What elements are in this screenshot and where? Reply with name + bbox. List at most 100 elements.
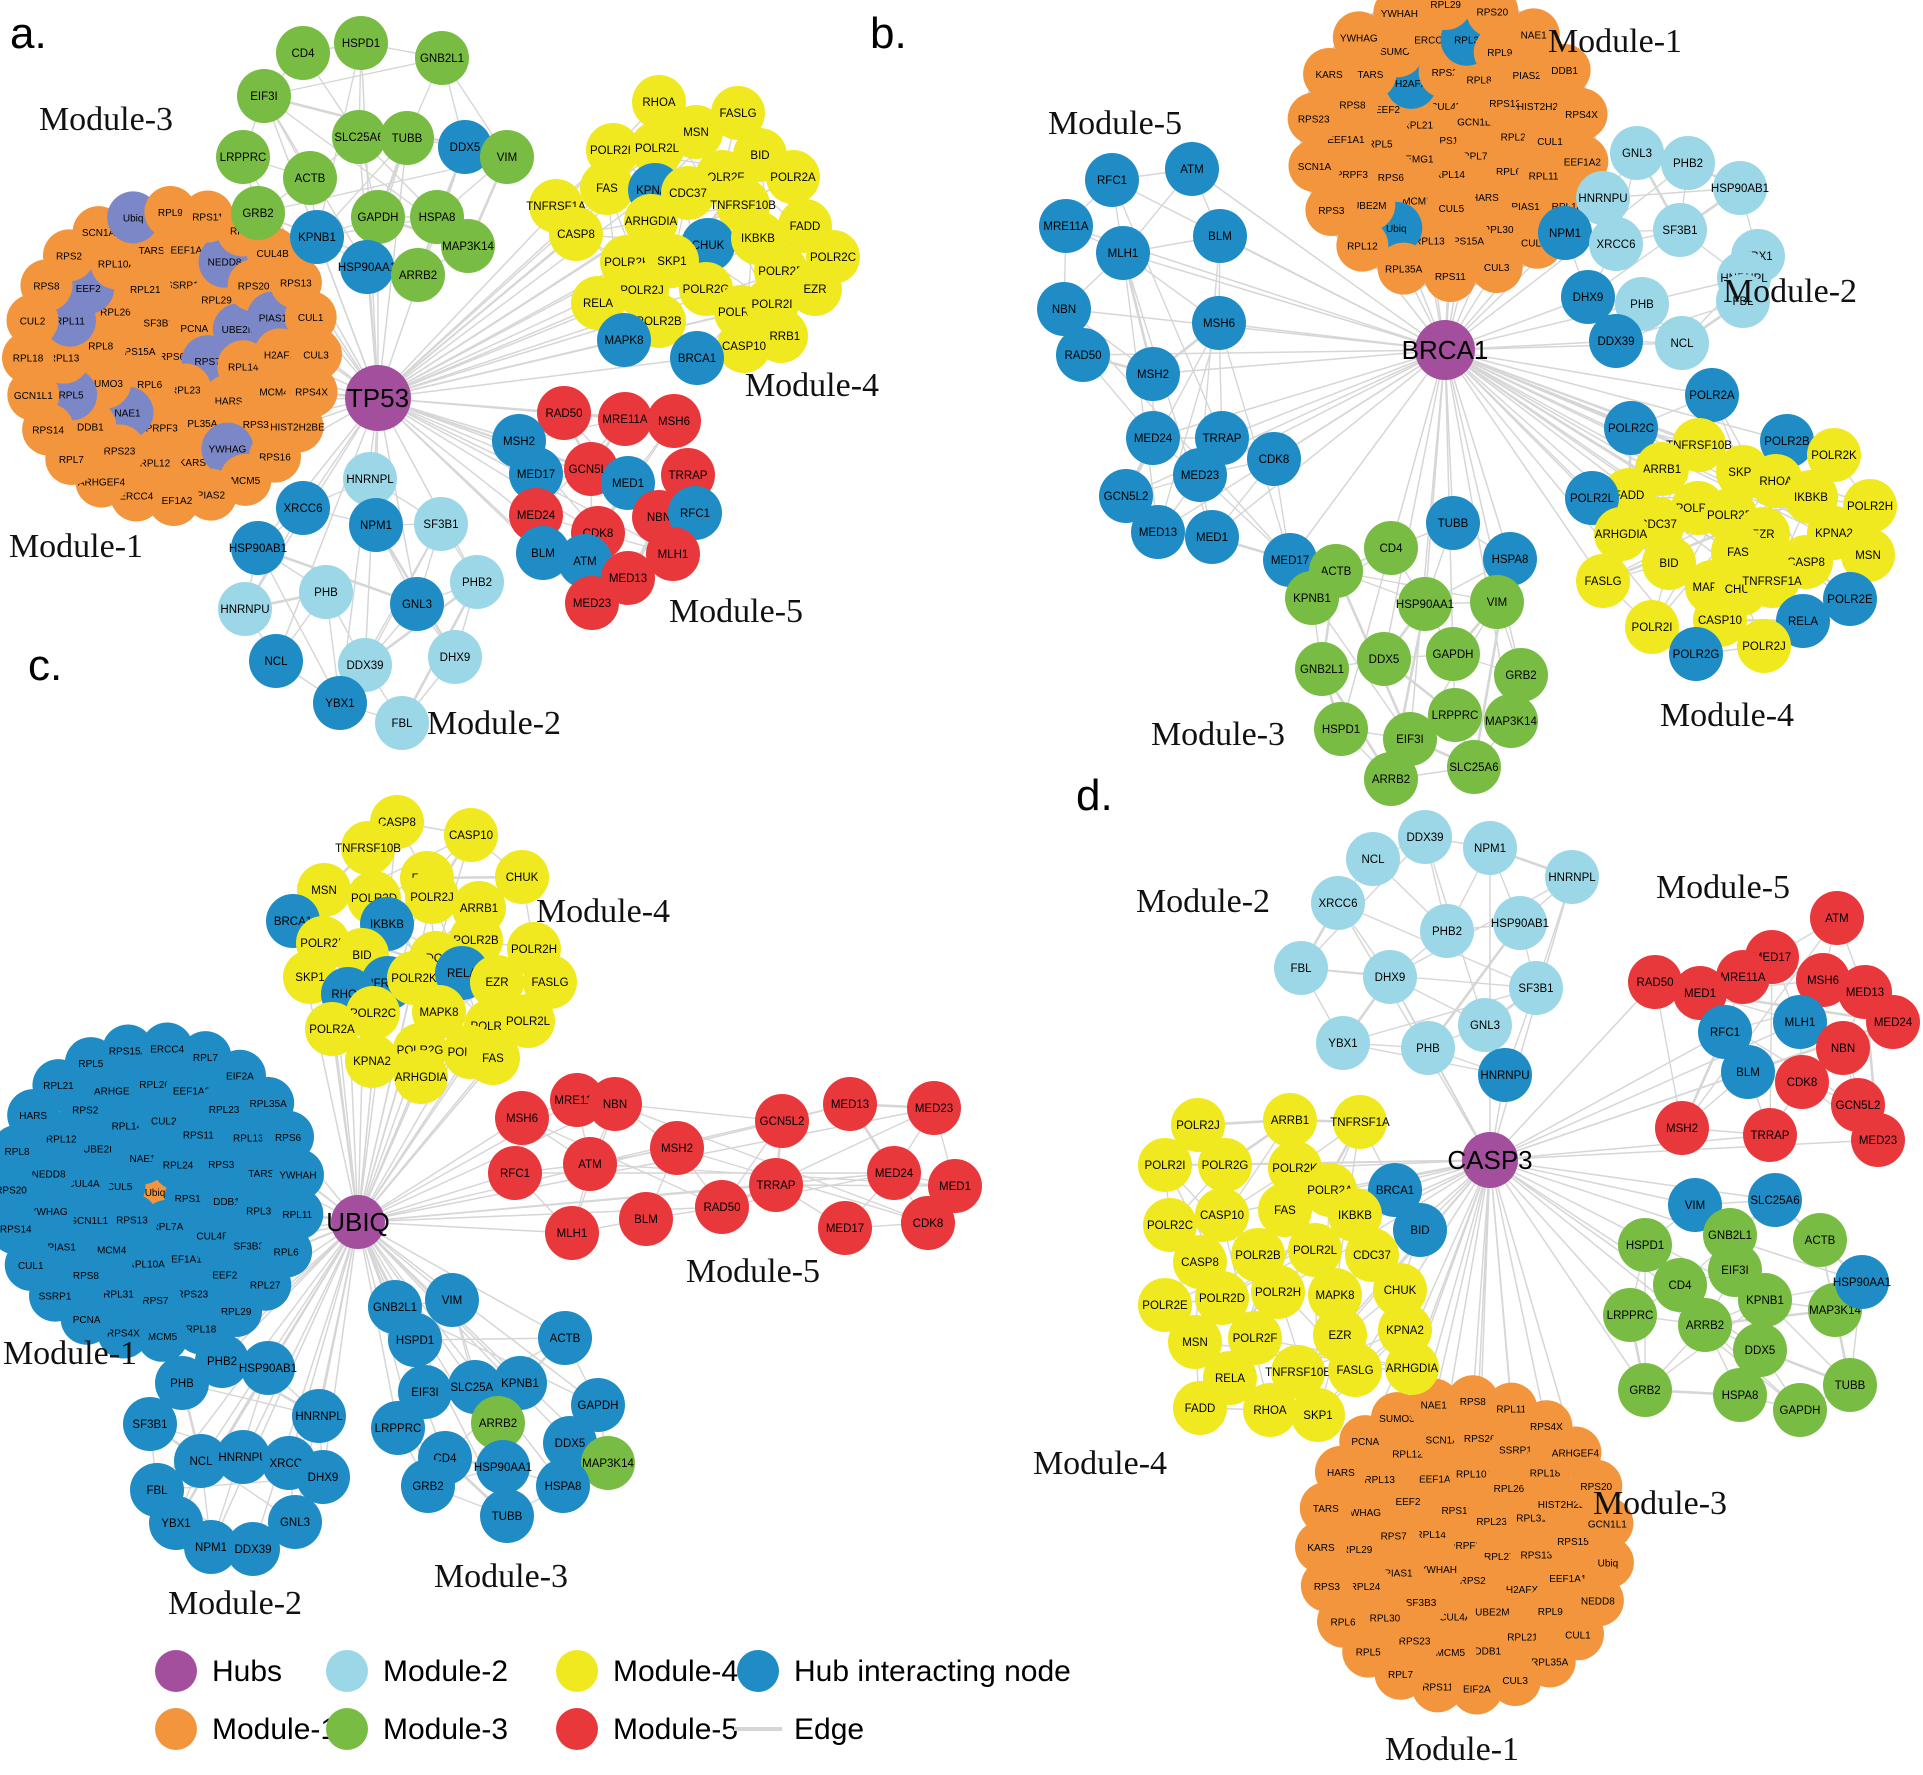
protein-node-label: ACTB <box>1805 1235 1836 1247</box>
protein-node <box>901 1196 955 1250</box>
edge <box>1300 967 1537 989</box>
protein-node <box>1393 1203 1447 1257</box>
protein-node-label: EIF3I <box>1721 1265 1748 1277</box>
protein-node-label: HARS <box>1471 193 1499 204</box>
edge <box>1191 168 1446 351</box>
protein-node <box>271 1148 324 1201</box>
protein-node <box>1625 600 1679 654</box>
protein-node-label: NCL <box>189 1456 213 1468</box>
protein-node-label: TNFRSF10B <box>1666 440 1732 452</box>
protein-node-label: RPL7 <box>1388 1670 1413 1681</box>
protein-node-label: SF3B3 <box>233 1242 264 1253</box>
protein-node <box>1610 126 1664 180</box>
protein-node-label: FASLG <box>1584 576 1621 588</box>
protein-node-label: EEF1A2 <box>155 496 193 507</box>
protein-node-label: HSPA8 <box>545 1481 582 1493</box>
protein-node-label: CUL4A <box>1521 239 1554 250</box>
protein-node <box>1357 632 1411 686</box>
protein-node-label: MAPK8 <box>1316 1290 1355 1302</box>
protein-node-label: MED23 <box>1859 1135 1897 1147</box>
protein-node-label: RPL7A <box>152 1222 184 1233</box>
protein-node <box>231 186 285 240</box>
edge <box>1681 917 1838 1129</box>
protein-node <box>1594 507 1648 561</box>
protein-node-label: CUL4A <box>67 1179 100 1190</box>
edge <box>1489 1159 1548 1427</box>
protein-node-label: POLR2E <box>300 938 346 950</box>
edge <box>1342 987 1537 1044</box>
edge <box>1211 349 1446 538</box>
protein-node <box>305 1002 359 1056</box>
protein-node <box>1668 1178 1722 1232</box>
protein-node-label: FAS <box>482 1053 504 1065</box>
protein-node <box>1336 219 1389 272</box>
protein-node-label: DDX5 <box>555 1438 586 1450</box>
protein-node-label: SF3B3 <box>143 319 174 330</box>
protein-node-label: RPL10A <box>1456 1470 1494 1481</box>
legend-swatch-module-1 <box>155 1708 197 1750</box>
protein-node-label: TRRAP <box>1751 1130 1790 1142</box>
protein-node <box>1308 1268 1362 1322</box>
protein-node-label: POLR2B <box>636 316 682 328</box>
edge <box>357 1221 599 1406</box>
protein-node-label: HSPA8 <box>419 212 456 224</box>
protein-node-label: RPS3 <box>208 1160 235 1171</box>
protein-node <box>0 1163 38 1216</box>
protein-node <box>1193 209 1247 263</box>
protein-node <box>1143 1198 1197 1252</box>
protein-node-label: MSH2 <box>1666 1123 1698 1135</box>
protein-node-label: HNRNPL <box>295 1411 343 1423</box>
protein-node <box>1716 950 1770 1004</box>
protein-node <box>1823 572 1877 626</box>
protein-node <box>1653 203 1707 257</box>
protein-node <box>1263 1093 1317 1147</box>
protein-node-label: RAD50 <box>545 408 582 420</box>
protein-node <box>345 1034 399 1088</box>
protein-node <box>346 986 400 1040</box>
protein-node-label: HSPD1 <box>342 38 380 50</box>
protein-node <box>598 392 652 446</box>
protein-node-label: FBL <box>146 1485 168 1497</box>
edge <box>1122 252 1446 351</box>
protein-node-label: HSP90AB1 <box>239 1363 297 1375</box>
protein-node <box>488 1146 542 1200</box>
protein-node-label: KPNA2 <box>1815 528 1853 540</box>
protein-node-label: UBE2M <box>1475 1608 1509 1619</box>
protein-node <box>1243 1383 1297 1437</box>
protein-node <box>867 1146 921 1200</box>
protein-node <box>646 527 700 581</box>
edge <box>1489 1031 1726 1161</box>
protein-node <box>1743 1108 1797 1162</box>
protein-node-label: POLR2H <box>1847 501 1893 513</box>
protein-node-label: POLR2E <box>1827 594 1873 606</box>
edge <box>331 1028 359 1223</box>
protein-node-label: EIF3I <box>250 91 277 103</box>
protein-node-label: EEF1A1 <box>165 1254 203 1265</box>
protein-node-label: PRPF3 <box>146 423 179 434</box>
protein-node-label: ERCC4 <box>1414 35 1448 46</box>
protein-node <box>581 1436 635 1490</box>
protein-node <box>1328 1343 1382 1397</box>
protein-node <box>1377 242 1430 295</box>
protein-node-label: CASP8 <box>557 229 595 241</box>
protein-node-label: TUBB <box>492 1511 523 1523</box>
protein-node-label: CUL2 <box>20 316 46 327</box>
protein-node-label: RPL9 <box>1538 1607 1563 1618</box>
protein-node-label: RPL21 <box>130 285 161 296</box>
protein-node-label: MSN <box>311 885 337 897</box>
protein-node-label: CDC37 <box>1353 1250 1391 1262</box>
protein-node <box>1173 1381 1227 1435</box>
module-label: Module-4 <box>745 367 879 404</box>
protein-node-label: NPM1 <box>360 520 392 532</box>
protein-node-label: TARS <box>1357 70 1383 81</box>
protein-node-label: POLR2H <box>590 145 636 157</box>
protein-node-label: CUL5 <box>107 1182 133 1193</box>
protein-node <box>538 1311 592 1365</box>
protein-node-label: RPL12 <box>1347 242 1378 253</box>
protein-node-label: ACTB <box>550 1333 581 1345</box>
protein-node-label: PRPF3 <box>1449 1541 1482 1552</box>
protein-node-label: GNL3 <box>1622 148 1652 160</box>
protein-node <box>441 219 495 273</box>
protein-node-label: SSRP1 <box>166 281 199 292</box>
protein-node-label: VIM <box>1487 597 1507 609</box>
